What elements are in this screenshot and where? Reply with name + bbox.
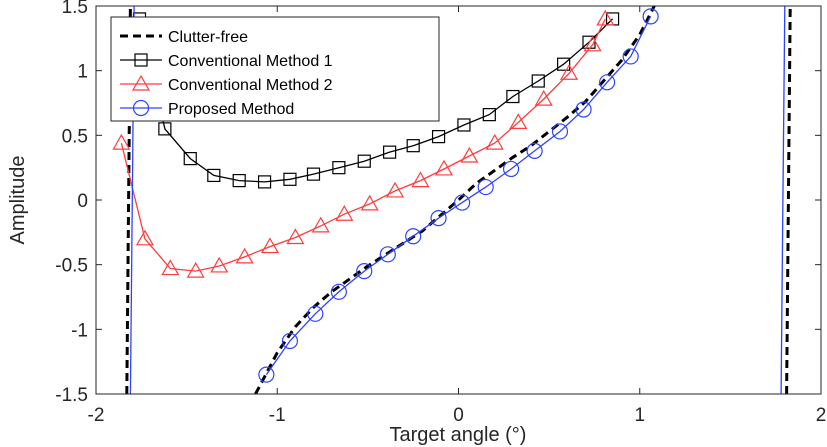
- conventional-method-1-point: [406, 139, 420, 153]
- proposed-method-point: [454, 194, 471, 211]
- conventional-method-1-point: [557, 57, 571, 71]
- y-tick-label: 1.5: [62, 0, 88, 18]
- proposed-method-point: [502, 160, 520, 178]
- conventional-method-2-point: [534, 89, 553, 106]
- axis-ticks: -2 -1 0 1 2 -1.5 -1 -0.5 0 0.5 1 1.5: [55, 0, 826, 426]
- conventional-method-1-point: [332, 161, 346, 175]
- conventional-method-2-point: [135, 229, 154, 246]
- y-axis-label: Amplitude: [7, 156, 29, 245]
- conventional-method-2-point: [434, 159, 454, 176]
- y-tick-label: -1.5: [55, 385, 88, 406]
- conventional-method-2-point: [112, 133, 131, 150]
- conventional-method-1-point: [306, 167, 321, 181]
- proposed-method-point: [551, 123, 569, 140]
- y-tick-label: 0.5: [62, 126, 88, 147]
- proposed-method-line: [265, 16, 652, 375]
- conventional-method-1-point: [383, 145, 397, 159]
- conventional-method-1-point: [158, 122, 172, 136]
- conventional-method-2-point: [460, 146, 479, 163]
- conventional-method-2-point: [186, 261, 205, 278]
- conventional-method-1-point: [183, 152, 197, 166]
- conventional-method-1-point: [431, 130, 446, 144]
- legend-marker-conventional-method-2: [131, 74, 151, 91]
- proposed-method-point: [405, 228, 422, 245]
- legend-label-conventional-method-1: Conventional Method 1: [168, 53, 333, 70]
- conventional-method-1-point: [207, 168, 221, 183]
- y-tick-label: -1: [71, 320, 88, 341]
- x-axis-label: Target angle (°): [390, 424, 527, 446]
- conventional-method-2-point: [311, 216, 330, 233]
- conventional-method-1-line: [138, 18, 614, 183]
- conventional-method-2-point: [260, 237, 280, 254]
- conventional-method-1-point: [457, 118, 471, 132]
- conventional-method-2-line: [120, 18, 606, 272]
- proposed-method-point: [281, 332, 299, 350]
- conventional-method-2-point: [509, 113, 528, 129]
- proposed-method-point: [575, 101, 592, 118]
- y-tick-label: 1: [77, 62, 88, 83]
- x-tick-label: 0: [453, 405, 464, 426]
- legend-marker-conventional-method-1: [134, 53, 148, 67]
- proposed-method-point: [330, 283, 347, 300]
- legend-label-proposed-method: Proposed Method: [168, 101, 294, 118]
- conventional-method-2-point: [360, 194, 379, 211]
- conventional-method-2-point: [335, 205, 354, 221]
- proposed-method-point: [477, 178, 494, 196]
- conventional-method-2-point: [411, 171, 430, 188]
- legend: Clutter-free Conventional Method 1 Convent…: [110, 16, 440, 122]
- x-tick-label: 1: [634, 405, 645, 426]
- proposed-method-point: [356, 263, 373, 280]
- conventional-method-1-point: [283, 172, 297, 186]
- conventional-method-1-point: [531, 74, 545, 88]
- conventional-method-1-point: [232, 174, 246, 188]
- series-layer: [112, 6, 792, 394]
- conventional-method-1-point: [257, 175, 272, 189]
- conventional-method-2-point: [210, 256, 229, 273]
- y-tick-label: 0: [77, 191, 88, 212]
- proposed-method-point: [622, 48, 639, 65]
- proposed-method-point: [599, 74, 616, 91]
- conventional-method-2-point: [286, 228, 305, 245]
- conventional-method-2-point: [560, 64, 579, 80]
- conventional-method-2-point: [161, 259, 180, 276]
- x-tick-label: 2: [816, 405, 827, 426]
- conventional-method-2-point: [596, 9, 615, 26]
- conventional-method-1-point: [506, 89, 520, 104]
- conventional-method-1-point: [357, 154, 371, 168]
- conventional-method-2-point: [583, 35, 602, 52]
- legend-label-clutter-free: Clutter-free: [168, 29, 248, 46]
- conventional-method-2-point: [235, 247, 254, 264]
- legend-box: [110, 16, 440, 122]
- conventional-method-2-point: [485, 133, 504, 150]
- conventional-method-1-point: [482, 108, 496, 122]
- x-tick-label: -1: [269, 405, 286, 426]
- proposed-method-point: [307, 305, 324, 322]
- proposed-method-line: [780, 6, 786, 394]
- proposed-method-point: [430, 210, 447, 227]
- proposed-method-point: [379, 246, 396, 263]
- y-tick-label: -0.5: [55, 256, 88, 277]
- conventional-method-2-point: [386, 181, 405, 198]
- clutter-free-line: [254, 6, 656, 394]
- proposed-method-point: [642, 8, 659, 25]
- legend-label-conventional-method-2: Conventional Method 2: [168, 77, 333, 94]
- x-tick-label: -2: [88, 405, 105, 426]
- legend-marker-proposed-method: [132, 99, 150, 117]
- proposed-method-point: [526, 142, 543, 159]
- proposed-method-point: [258, 366, 275, 383]
